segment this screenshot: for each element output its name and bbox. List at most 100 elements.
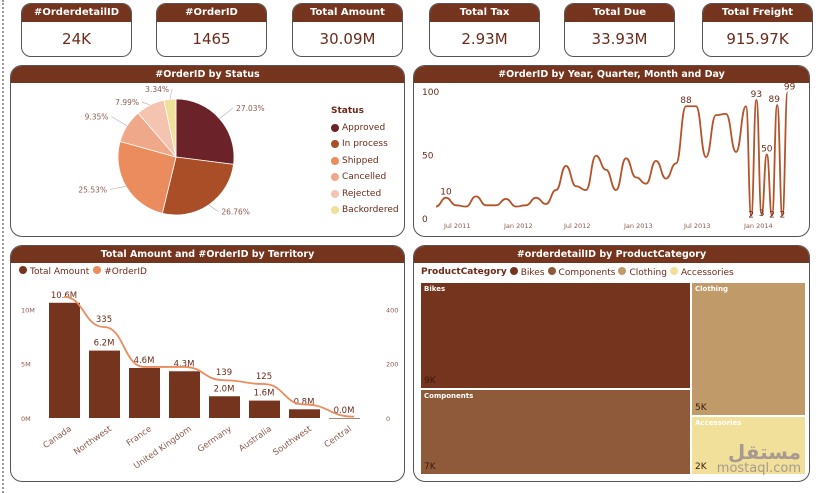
- x-tick: Germany: [196, 424, 234, 455]
- data-label: 10: [440, 188, 452, 198]
- legend-item[interactable]: In process: [331, 136, 399, 153]
- x-tick: Canada: [41, 424, 73, 451]
- kpi-value: 1465: [192, 30, 231, 48]
- pie-slice-shipped[interactable]: [117, 140, 177, 214]
- x-tick: Jul 2012: [563, 222, 590, 230]
- bar-label: 0.0M: [334, 406, 355, 416]
- pie-legend: Status Approved In process Shipped Cancelled…: [331, 103, 399, 219]
- legend-label: In process: [342, 139, 388, 150]
- x-tick: Jan 2012: [503, 222, 533, 230]
- legend-label: Backordered: [342, 205, 399, 216]
- legend-title: Status: [331, 106, 364, 117]
- legend-item[interactable]: Backordered: [331, 202, 399, 219]
- data-label: 88: [680, 96, 692, 106]
- x-tick: Central: [323, 424, 354, 450]
- y-tick: 50: [422, 152, 434, 162]
- bar-australia[interactable]: [249, 400, 280, 418]
- legend-dot: [331, 206, 339, 215]
- data-label: 2: [780, 210, 786, 220]
- legend-label: Shipped: [342, 155, 379, 166]
- y-tick: 100: [422, 88, 439, 98]
- kpi-card: Total Due 33.93M: [564, 3, 675, 57]
- kpi-value: 24K: [62, 30, 91, 48]
- bar-central[interactable]: [329, 418, 360, 419]
- slice-label: 3.34%: [145, 85, 169, 94]
- legend-dot: [331, 173, 339, 182]
- bar-united-kingdom[interactable]: [169, 371, 200, 418]
- legend-dot: [331, 123, 339, 132]
- kpi-value: 33.93M: [591, 30, 648, 48]
- legend-dot: [669, 267, 678, 275]
- legend-label: Approved: [342, 122, 386, 133]
- treemap-tile-components[interactable]: Components 7K: [420, 389, 691, 475]
- panel-title: #OrderID by Status: [11, 66, 404, 83]
- orders-trend-panel: #OrderID by Year, Quarter, Month and Day…: [413, 65, 810, 237]
- treemap-tile-clothing[interactable]: Clothing 5K: [691, 282, 806, 416]
- leader-line: [169, 88, 173, 100]
- kpi-label: Total Amount: [293, 4, 402, 22]
- kpi-card: #OrderdetailID 24K: [21, 3, 132, 57]
- y2-tick: 0: [386, 415, 390, 423]
- treemap-tile-accessories[interactable]: Accessories 2K: [691, 416, 806, 475]
- kpi-label: Total Freight: [703, 4, 812, 22]
- legend-item[interactable]: Components: [547, 267, 615, 278]
- legend-label: Cancelled: [342, 172, 387, 183]
- tile-label: Accessories: [695, 419, 742, 427]
- legend-label: Rejected: [342, 188, 382, 199]
- legend-item[interactable]: Accessories: [669, 267, 734, 278]
- x-tick: Jan 2013: [623, 222, 653, 230]
- legend-dot: [509, 267, 518, 275]
- leader-line: [111, 116, 128, 127]
- legend-item[interactable]: Bikes: [509, 267, 545, 278]
- legend-item[interactable]: Approved: [331, 120, 399, 137]
- bar-canada[interactable]: [49, 302, 80, 418]
- panel-title: #OrderID by Year, Quarter, Month and Day: [414, 66, 809, 83]
- leader-line: [141, 101, 151, 106]
- product-category-panel: #orderdetailID by ProductCategory Produc…: [413, 245, 810, 482]
- legend-item[interactable]: Clothing: [618, 267, 667, 278]
- orders-line: [63, 295, 355, 418]
- data-label: 2: [769, 210, 775, 220]
- legend-label: #OrderID: [104, 267, 147, 277]
- pie-slice-approved[interactable]: [175, 98, 235, 165]
- legend-dot: [331, 140, 339, 149]
- line-label: 335: [96, 315, 112, 325]
- y-tick: 0M: [21, 415, 31, 423]
- tile-value: 2K: [695, 462, 707, 472]
- legend-dot: [93, 266, 102, 274]
- bar-germany[interactable]: [209, 396, 240, 418]
- bar-label: 4.6M: [134, 356, 155, 366]
- kpi-value: 2.93M: [461, 30, 508, 48]
- legend-dot: [331, 156, 339, 165]
- page-edge: [2, 0, 4, 493]
- kpi-value: 30.09M: [319, 30, 376, 48]
- legend-item[interactable]: Rejected: [331, 186, 399, 203]
- slice-label: 27.03%: [236, 104, 265, 113]
- tile-value: 5K: [695, 403, 707, 413]
- x-tick: Jul 2011: [443, 222, 470, 230]
- line-chart: 0 50 100 Jul 2011 Jan 2012 Jul 2012 Jan 2013 Ju…: [422, 82, 796, 230]
- leader-line: [208, 204, 219, 212]
- kpi-label: Total Tax: [430, 4, 539, 22]
- pie-slice-in-process[interactable]: [161, 156, 234, 216]
- tile-value: 9K: [424, 376, 436, 386]
- bar-label: 1.6M: [254, 389, 275, 399]
- line-label: 139: [216, 368, 232, 378]
- data-label: 99: [784, 83, 796, 92]
- x-tick: Australia: [237, 424, 274, 454]
- legend-item[interactable]: Shipped: [331, 153, 399, 170]
- pie-slice-backordered[interactable]: [163, 98, 177, 158]
- legend-dot: [618, 267, 627, 275]
- legend-dot: [331, 189, 339, 198]
- slice-label: 9.35%: [85, 113, 109, 122]
- tile-label: Bikes: [424, 285, 446, 293]
- legend-item[interactable]: Cancelled: [331, 169, 399, 186]
- bar-southwest[interactable]: [289, 409, 320, 418]
- bar-northwest[interactable]: [89, 350, 120, 418]
- treemap-tile-bikes[interactable]: Bikes 9K: [420, 282, 691, 389]
- kpi-card: Total Tax 2.93M: [429, 3, 540, 57]
- bar-france[interactable]: [129, 368, 160, 418]
- kpi-label: Total Due: [565, 4, 674, 22]
- status-pie-panel: #OrderID by Status 27.03% 26.76% 25.53% 9.3…: [10, 65, 405, 237]
- data-label: 93: [751, 90, 762, 100]
